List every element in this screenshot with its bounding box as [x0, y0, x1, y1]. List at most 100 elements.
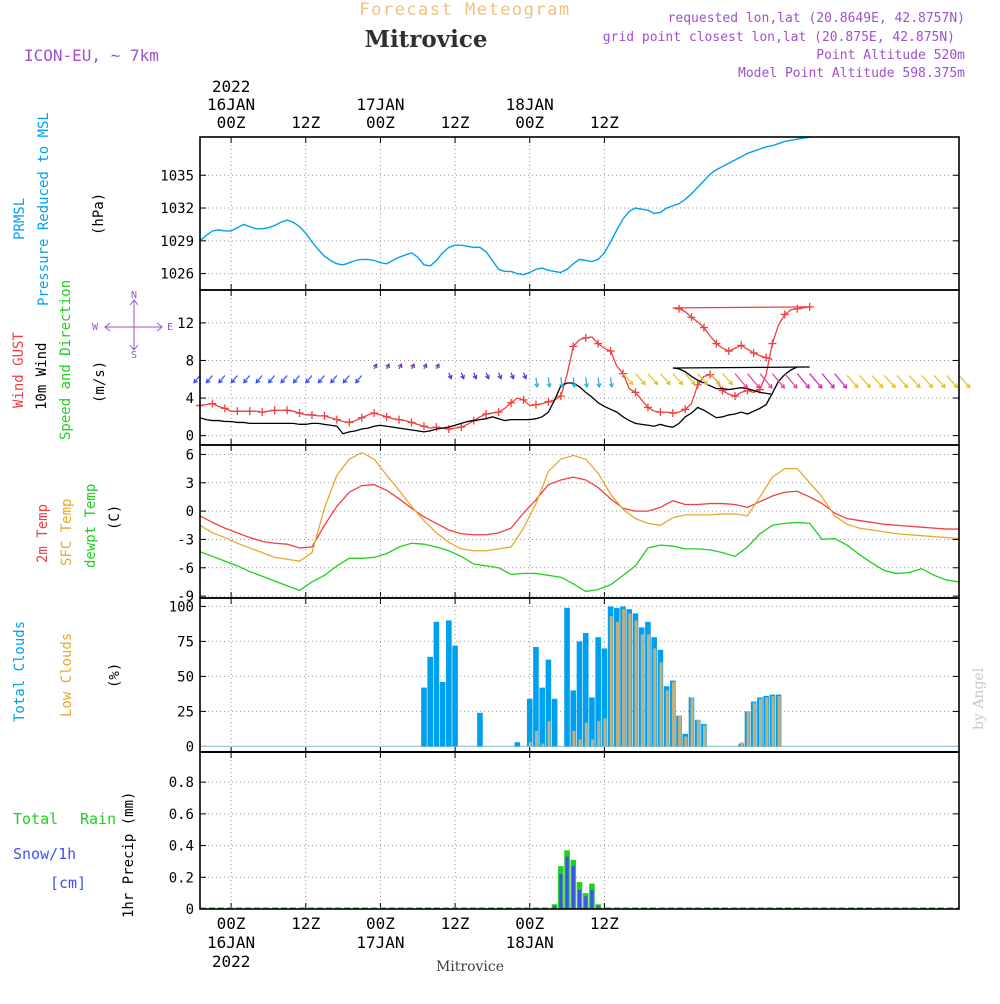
y-tick-label: 3 [186, 476, 194, 492]
wind-direction-arrow [572, 377, 576, 388]
low-cloud-bar [622, 609, 626, 747]
low-cloud-bar [696, 719, 700, 747]
gust-marker [407, 418, 416, 427]
top-time-label: 00Z [217, 113, 246, 132]
panel-frame [199, 444, 960, 599]
wind-direction-arrow [355, 375, 363, 384]
wind-arrowhead [255, 378, 261, 384]
gust-marker [643, 403, 652, 412]
bottom-date-label: 17JAN [356, 933, 404, 952]
total-cloud-bar [439, 682, 446, 747]
gust-marker [544, 397, 553, 406]
gust-marker [419, 422, 428, 431]
gust-marker [482, 410, 491, 418]
precip-label-unit: [cm] [50, 874, 86, 892]
temp-label-1: 2m Temp [35, 504, 51, 563]
wind-direction-arrow [722, 373, 733, 385]
wind-arrowhead [767, 383, 773, 389]
bottom-date-label: 16JAN [207, 933, 255, 952]
gust-marker [706, 370, 715, 379]
wind-arrowhead [230, 378, 236, 384]
total-cloud-bar [582, 633, 589, 747]
gust-marker [762, 353, 771, 362]
wind-arrowhead [678, 380, 684, 386]
gust-marker [258, 408, 267, 417]
wind-arrowhead [218, 378, 223, 384]
wind-arrowhead [522, 374, 528, 380]
wind-direction-arrow [280, 375, 288, 384]
wind-arrowhead [628, 380, 634, 386]
total-cloud-bar [539, 687, 545, 747]
gust-marker [780, 310, 789, 319]
temp-label-2: SFC Temp [59, 499, 75, 566]
wind-direction-arrow [342, 375, 350, 384]
wind-arrowhead [385, 363, 390, 369]
wind-arrowhead [435, 363, 440, 369]
wind-arrowhead [805, 383, 810, 389]
bottom-time-label: 00Z [515, 914, 544, 933]
gust-marker [233, 407, 242, 416]
precip-label-snow: Snow/1h [13, 845, 76, 863]
wind-arrowhead [830, 383, 835, 389]
wind-direction-arrow [896, 375, 909, 388]
wind-direction-arrow [635, 373, 646, 385]
pressure-label-1: PRMSL [12, 198, 28, 240]
temp-ylabel: (C) [107, 505, 123, 530]
low-cloud-bar [771, 696, 775, 747]
precip-ylabel: 1hr Precip (mm) [121, 792, 137, 918]
precip-labels: Total Rain Snow/1h [cm] 1hr Precip (mm) [13, 792, 137, 918]
wind-arrowhead [665, 380, 671, 386]
wind-labels: Wind GUST 10m Wind Speed and Direction (… [11, 280, 173, 440]
top-date-label: 16JAN [207, 95, 255, 114]
point-altitude: Point Altitude 520m [816, 48, 965, 63]
y-tick-label: 4 [186, 391, 194, 407]
y-tick-label: 6 [186, 447, 194, 463]
wind-label-2: 10m Wind [34, 343, 50, 410]
gust-marker [270, 406, 279, 415]
wind-direction-arrow [734, 373, 748, 389]
y-tick-label: 1032 [160, 201, 194, 217]
low-cloud-bar [528, 742, 532, 747]
wind-arrowhead [792, 383, 798, 389]
top-time-label: 12Z [441, 113, 470, 132]
wind-arrowhead [878, 383, 884, 389]
gust-marker [457, 423, 466, 432]
low-cloud-bar [702, 725, 707, 747]
low-cloud-bar [597, 721, 601, 747]
low-cloud-bar [578, 739, 582, 747]
y-tick-label: 12 [177, 316, 194, 332]
y-tick-label: 8 [186, 353, 194, 369]
wind-arrowhead [193, 378, 198, 384]
snow-bar [596, 905, 600, 909]
wind-direction-arrow [759, 373, 773, 389]
total-cloud-bar [589, 697, 595, 747]
gust-marker [594, 339, 603, 348]
wind-arrowhead [546, 383, 552, 389]
total-cloud-bar [533, 647, 539, 747]
total-cloud-bar [421, 687, 427, 747]
wind-arrowhead [509, 374, 515, 380]
wind-ylabel: (m/s) [92, 361, 108, 403]
wind-direction-arrow [933, 375, 946, 388]
gust-marker [681, 405, 690, 414]
cloud-labels: Total Clouds Low Clouds (%) [12, 621, 123, 722]
gust-marker [793, 304, 802, 313]
total-cloud-bar [446, 620, 452, 747]
wind-direction-arrow [921, 375, 933, 388]
low-cloud-bar [615, 621, 620, 747]
wind-direction-arrow [560, 377, 563, 388]
wind-arrowhead [583, 383, 590, 389]
wind-arrowhead [205, 378, 211, 384]
wind-arrowhead [422, 363, 428, 369]
wind-arrowhead [715, 380, 721, 386]
wind-direction-arrow [218, 375, 226, 384]
wind-arrowhead [534, 383, 540, 389]
y-tick-label: 1026 [160, 267, 194, 283]
wind-direction-arrow [317, 375, 325, 384]
wind-arrowhead [853, 383, 859, 389]
total-cloud-bar [564, 607, 570, 747]
precip-label-total: Total [13, 810, 58, 828]
gust-marker [345, 418, 354, 427]
wind-direction-arrow [946, 375, 958, 388]
